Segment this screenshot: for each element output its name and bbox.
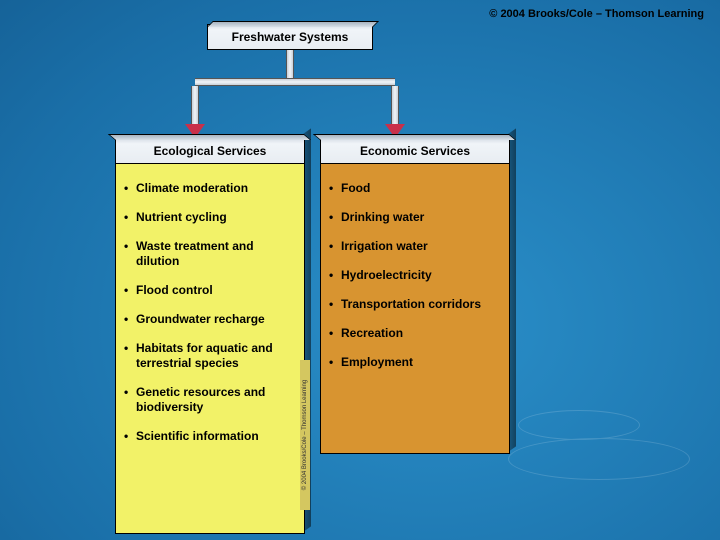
panel-economic-title: Economic Services [360, 144, 470, 158]
list-item: Flood control [124, 283, 296, 298]
list-item: Waste treatment and dilution [124, 239, 296, 269]
panel-ecological-title: Ecological Services [154, 144, 267, 158]
list-item: Food [329, 181, 501, 196]
connector-vertical-left [191, 86, 199, 126]
root-node-label: Freshwater Systems [232, 30, 349, 44]
list-item: Groundwater recharge [124, 312, 296, 327]
side-copyright-strip: © 2004 Brooks/Cole – Thomson Learning [300, 360, 310, 510]
ecological-list: Climate moderation Nutrient cycling Wast… [124, 181, 296, 444]
panel-ecological-body: Climate moderation Nutrient cycling Wast… [115, 164, 305, 534]
list-item: Irrigation water [329, 239, 501, 254]
connector-horizontal [195, 78, 395, 86]
list-item: Genetic resources and biodiversity [124, 385, 296, 415]
list-item: Nutrient cycling [124, 210, 296, 225]
panel-ecological-header: Ecological Services [115, 138, 305, 164]
economic-list: Food Drinking water Irrigation water Hyd… [329, 181, 501, 370]
panel-ecological: Ecological Services Climate moderation N… [115, 138, 305, 534]
connector-vertical-main [286, 50, 294, 80]
connector-vertical-right [391, 86, 399, 126]
panel-economic-header: Economic Services [320, 138, 510, 164]
list-item: Scientific information [124, 429, 296, 444]
list-item: Climate moderation [124, 181, 296, 196]
list-item: Transportation corridors [329, 297, 501, 312]
panel-economic: Economic Services Food Drinking water Ir… [320, 138, 510, 454]
root-node: Freshwater Systems [207, 24, 373, 50]
list-item: Hydroelectricity [329, 268, 501, 283]
list-item: Employment [329, 355, 501, 370]
side-copyright-text: © 2004 Brooks/Cole – Thomson Learning [302, 380, 308, 490]
list-item: Recreation [329, 326, 501, 341]
panel-economic-body: Food Drinking water Irrigation water Hyd… [320, 164, 510, 454]
list-item: Habitats for aquatic and terrestrial spe… [124, 341, 296, 371]
copyright-text: © 2004 Brooks/Cole – Thomson Learning [489, 8, 704, 20]
list-item: Drinking water [329, 210, 501, 225]
